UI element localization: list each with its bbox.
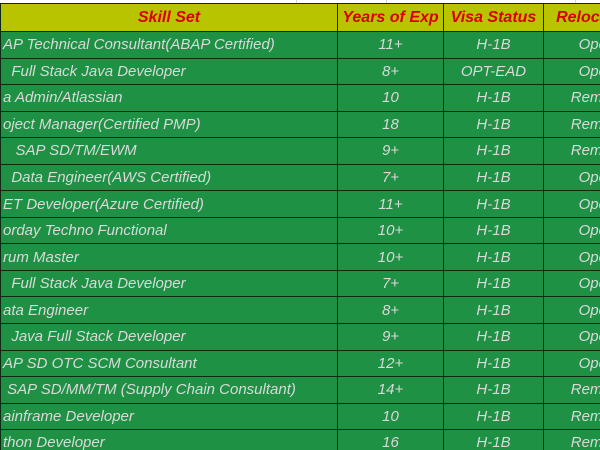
visa-cell[interactable]: H-1B: [443, 163, 544, 192]
candidates-table: Skill Set Years of Exp Visa Status Reloc…: [0, 3, 600, 450]
years-cell[interactable]: 18: [337, 110, 444, 139]
skill-cell[interactable]: AP Technical Consultant(ABAP Certified): [0, 31, 338, 59]
skill-cell[interactable]: oject Manager(Certified PMP): [0, 110, 338, 139]
skill-cell[interactable]: SAP SD/TM/EWM: [0, 137, 338, 165]
reloc-cell[interactable]: Remote: [543, 402, 600, 431]
visa-cell[interactable]: H-1B: [443, 243, 544, 271]
visa-cell[interactable]: H-1B: [443, 323, 544, 351]
years-cell[interactable]: 7+: [337, 163, 444, 192]
visa-cell[interactable]: H-1B: [443, 349, 544, 378]
years-cell[interactable]: 8+: [337, 296, 444, 325]
skill-cell[interactable]: Data Engineer(AWS Certified): [0, 163, 338, 192]
reloc-cell[interactable]: Remote: [543, 429, 600, 450]
table-row: AP Technical Consultant(ABAP Certified) 1…: [0, 31, 600, 59]
table-row: ET Developer(Azure Certified)11+H-1BOpen: [0, 190, 600, 218]
skill-cell[interactable]: AP SD OTC SCM Consultant: [0, 349, 338, 378]
visa-cell[interactable]: H-1B: [443, 269, 544, 298]
years-cell[interactable]: 14+: [337, 376, 444, 404]
table-row: oject Manager(Certified PMP)18H-1BRemote: [0, 110, 600, 139]
skill-cell[interactable]: rum Master: [0, 243, 338, 271]
gridline: [575, 0, 576, 4]
years-cell[interactable]: 16: [337, 429, 444, 450]
visa-cell[interactable]: H-1B: [443, 84, 544, 112]
gridline: [296, 0, 297, 4]
reloc-cell[interactable]: Open: [543, 190, 600, 218]
reloc-cell[interactable]: Open: [543, 57, 600, 86]
table-row: SAP SD/MM/TM (Supply Chain Consultant) 14…: [0, 376, 600, 404]
reloc-cell[interactable]: Open: [543, 163, 600, 192]
reloc-cell[interactable]: Remote: [543, 376, 600, 404]
header-row: Skill Set Years of Exp Visa Status Reloc…: [0, 3, 600, 32]
reloc-cell[interactable]: Open: [543, 323, 600, 351]
reloc-cell[interactable]: Open: [543, 216, 600, 245]
visa-cell[interactable]: H-1B: [443, 110, 544, 139]
skill-cell[interactable]: Full Stack Java Developer: [0, 57, 338, 86]
years-cell[interactable]: 12+: [337, 349, 444, 378]
years-cell[interactable]: 9+: [337, 137, 444, 165]
years-cell[interactable]: 10: [337, 84, 444, 112]
years-cell[interactable]: 10+: [337, 216, 444, 245]
years-cell[interactable]: 10+: [337, 243, 444, 271]
reloc-cell[interactable]: Remote: [543, 137, 600, 165]
reloc-cell[interactable]: Remote: [543, 110, 600, 139]
column-header-years-of-exp[interactable]: Years of Exp: [337, 3, 444, 32]
years-cell[interactable]: 7+: [337, 269, 444, 298]
reloc-cell[interactable]: Open: [543, 243, 600, 271]
reloc-cell[interactable]: Remote: [543, 84, 600, 112]
years-cell[interactable]: 11+: [337, 190, 444, 218]
table-row: Data Engineer(AWS Certified)7+H-1BOpen: [0, 163, 600, 192]
skill-cell[interactable]: ainframe Developer: [0, 402, 338, 431]
column-header-skill-set[interactable]: Skill Set: [0, 3, 338, 32]
years-cell[interactable]: 9+: [337, 323, 444, 351]
visa-cell[interactable]: H-1B: [443, 376, 544, 404]
visa-cell[interactable]: H-1B: [443, 31, 544, 59]
visa-cell[interactable]: H-1B: [443, 429, 544, 450]
skill-cell[interactable]: a Admin/Atlassian: [0, 84, 338, 112]
reloc-cell[interactable]: Open: [543, 349, 600, 378]
visa-cell[interactable]: H-1B: [443, 190, 544, 218]
skill-cell[interactable]: thon Developer: [0, 429, 338, 450]
years-cell[interactable]: 11+: [337, 31, 444, 59]
skill-cell[interactable]: Full Stack Java Developer: [0, 269, 338, 298]
column-header-visa-status[interactable]: Visa Status: [443, 3, 544, 32]
skill-cell[interactable]: orday Techno Functional: [0, 216, 338, 245]
reloc-cell[interactable]: Open: [543, 296, 600, 325]
years-cell[interactable]: 8+: [337, 57, 444, 86]
skill-cell[interactable]: ata Engineer: [0, 296, 338, 325]
visa-cell[interactable]: H-1B: [443, 402, 544, 431]
visa-cell[interactable]: H-1B: [443, 216, 544, 245]
column-header-relocation[interactable]: Relocation: [543, 3, 600, 32]
visa-cell[interactable]: H-1B: [443, 296, 544, 325]
reloc-cell[interactable]: Open: [543, 31, 600, 59]
skill-cell[interactable]: SAP SD/MM/TM (Supply Chain Consultant): [0, 376, 338, 404]
gridline: [386, 0, 387, 4]
skill-cell[interactable]: Java Full Stack Developer: [0, 323, 338, 351]
years-cell[interactable]: 10: [337, 402, 444, 431]
skill-cell[interactable]: ET Developer(Azure Certified): [0, 190, 338, 218]
visa-cell[interactable]: H-1B: [443, 137, 544, 165]
visa-cell[interactable]: OPT-EAD: [443, 57, 544, 86]
reloc-cell[interactable]: Open: [543, 269, 600, 298]
